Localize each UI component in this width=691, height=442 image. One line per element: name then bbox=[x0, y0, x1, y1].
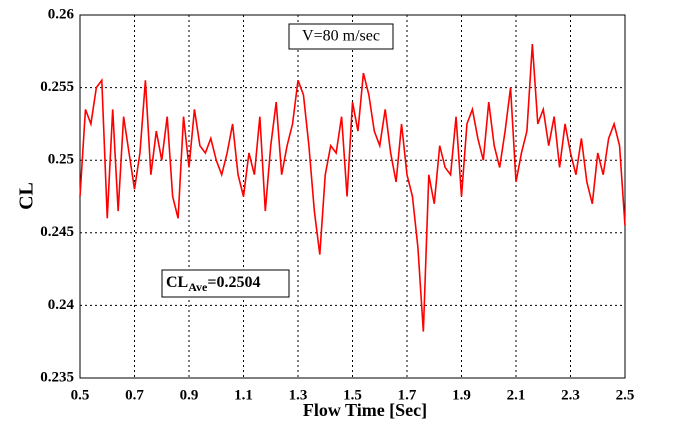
y-tick-label: 0.235 bbox=[40, 369, 74, 385]
annotation-subscript: Ave bbox=[188, 280, 208, 294]
x-tick-label: 2.3 bbox=[561, 387, 580, 403]
annotation-suffix: =0.2504 bbox=[207, 274, 260, 291]
x-tick-label: 2.1 bbox=[507, 387, 526, 403]
x-tick-label: 2.5 bbox=[616, 387, 635, 403]
annotation-box bbox=[288, 23, 394, 50]
y-tick-label: 0.245 bbox=[40, 224, 74, 240]
annotation: V=80 m/sec bbox=[302, 28, 380, 45]
x-tick-label: 0.5 bbox=[71, 387, 90, 403]
x-tick-label: 0.9 bbox=[180, 387, 199, 403]
annotation-text: CL bbox=[166, 274, 188, 291]
annotation: CLAve=0.2504 bbox=[166, 274, 260, 294]
y-tick-label: 0.255 bbox=[40, 79, 74, 95]
x-tick-label: 1.1 bbox=[234, 387, 253, 403]
data-line bbox=[79, 43, 626, 332]
x-tick-label: 1.3 bbox=[289, 387, 308, 403]
y-axis-label: CL bbox=[16, 182, 38, 210]
x-tick-label: 1.5 bbox=[343, 387, 362, 403]
y-tick-label: 0.25 bbox=[48, 152, 74, 168]
x-tick-label: 0.7 bbox=[125, 387, 144, 403]
x-axis-label: Flow Time [Sec] bbox=[303, 400, 427, 420]
x-tick-label: 1.7 bbox=[398, 387, 417, 403]
y-tick-label: 0.24 bbox=[48, 297, 75, 313]
x-tick-label: 1.9 bbox=[452, 387, 471, 403]
y-tick-label: 0.26 bbox=[48, 6, 75, 22]
annotation-box bbox=[161, 269, 290, 298]
